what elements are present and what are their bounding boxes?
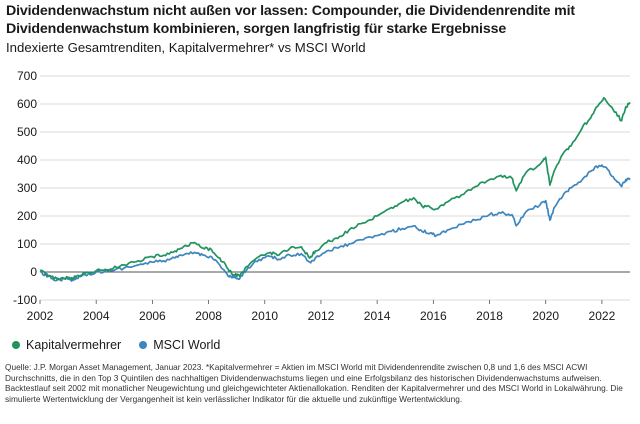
source-footnote: Quelle: J.P. Morgan Asset Management, Ja…: [5, 362, 623, 404]
x-tick-label: 2010: [251, 309, 278, 323]
y-tick-label: 600: [17, 97, 37, 111]
x-tick-label: 2022: [589, 309, 616, 323]
y-tick-label: 500: [17, 125, 37, 139]
x-axis: 2002 2004 2006 2008 2010 2012 2014 2016 2018 2020…: [27, 300, 616, 323]
legend-label-kapitalvermehrer: Kapitalvermehrer: [26, 338, 122, 352]
legend-label-msci-world: MSCI World: [153, 338, 221, 352]
y-tick-label: 0: [30, 265, 37, 279]
y-tick-label: -100: [13, 293, 37, 307]
x-tick-label: 2020: [532, 309, 559, 323]
x-tick-label: 2016: [420, 309, 447, 323]
x-tick-label: 2002: [27, 309, 54, 323]
x-tick-label: 2008: [195, 309, 222, 323]
legend-item-kapitalvermehrer: Kapitalvermehrer: [12, 337, 121, 353]
legend-marker-kapitalvermehrer: [12, 341, 20, 349]
legend: Kapitalvermehrer MSCI World: [12, 337, 220, 353]
x-tick-label: 2004: [83, 309, 110, 323]
x-tick-label: 2014: [364, 309, 391, 323]
y-axis: -100 0 100 200 300 400 500 600 700: [13, 69, 37, 307]
grid: [40, 75, 630, 301]
legend-item-msci-world: MSCI World: [139, 337, 220, 353]
x-tick-label: 2012: [308, 309, 335, 323]
x-tick-label: 2018: [476, 309, 503, 323]
y-tick-label: 300: [17, 181, 37, 195]
chart-subtitle: Indexierte Gesamtrenditen, Kapitalvermeh…: [6, 40, 366, 55]
x-tick-label: 2006: [139, 309, 166, 323]
legend-marker-msci-world: [139, 341, 148, 349]
y-tick-label: 200: [17, 209, 37, 223]
series-line-msci-world: [39, 164, 631, 282]
series-lines: [39, 96, 631, 282]
y-tick-label: 400: [17, 153, 37, 167]
y-tick-label: 100: [17, 237, 37, 251]
chart-title: Dividendenwachstum nicht außen vor lasse…: [6, 3, 575, 37]
series-line-kapitalvermehrer: [39, 96, 631, 281]
y-tick-label: 700: [17, 69, 37, 83]
